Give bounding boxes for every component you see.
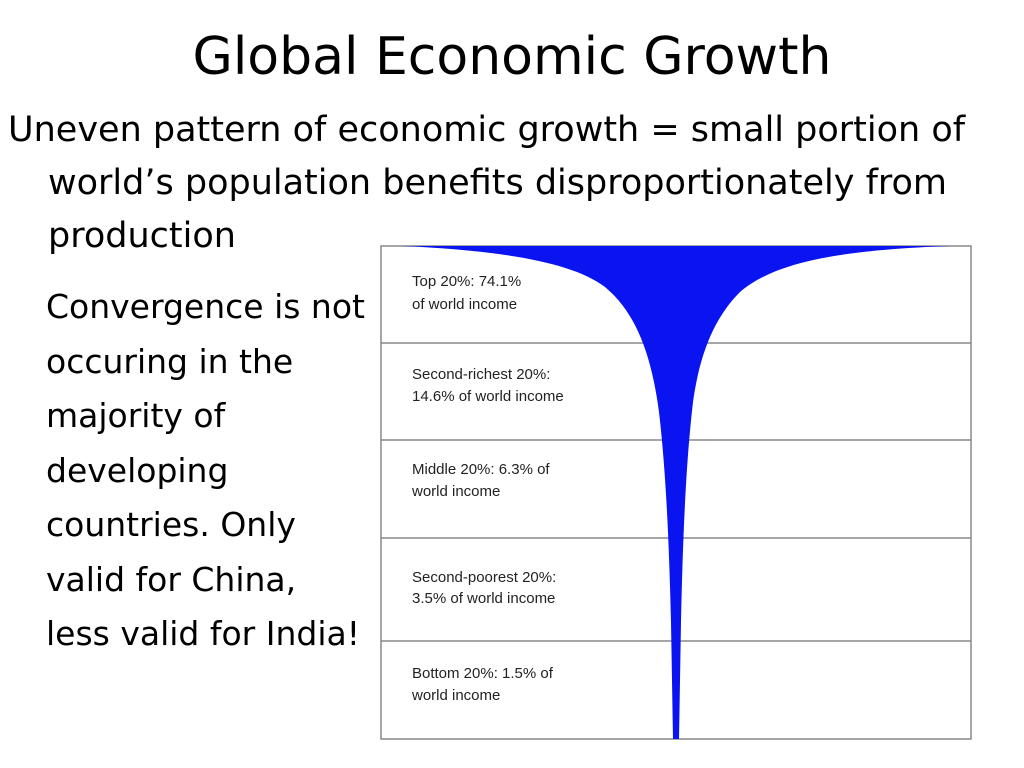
band-second-poorest-line1: Second-poorest 20%: xyxy=(412,569,556,586)
band-bottom-line2: world income xyxy=(411,687,500,704)
band-top-line1: Top 20%: 74.1% xyxy=(412,273,521,290)
bullet-text: Uneven pattern of economic growth = smal… xyxy=(8,110,966,256)
band-second-richest-line1: Second-richest 20%: xyxy=(412,366,550,383)
band-middle-line1: Middle 20%: 6.3% of xyxy=(412,461,550,478)
band-bottom-line1: Bottom 20%: 1.5% of xyxy=(412,665,554,682)
champagne-glass-diagram: Top 20%: 74.1% of world income Second-ri… xyxy=(380,245,972,740)
slide-title: Global Economic Growth xyxy=(192,27,832,87)
band-second-richest-line2: 14.6% of world income xyxy=(412,388,564,405)
income-glass-shape xyxy=(402,246,950,739)
main-bullet: Uneven pattern of economic growth = smal… xyxy=(8,104,1024,263)
income-distribution-figure: Top 20%: 74.1% of world income Second-ri… xyxy=(380,242,974,742)
side-note: Convergence is not occuring in the major… xyxy=(46,287,365,653)
band-second-poorest-line2: 3.5% of world income xyxy=(412,590,555,607)
band-middle-line2: world income xyxy=(411,483,500,500)
band-top-line2: of world income xyxy=(412,296,517,313)
